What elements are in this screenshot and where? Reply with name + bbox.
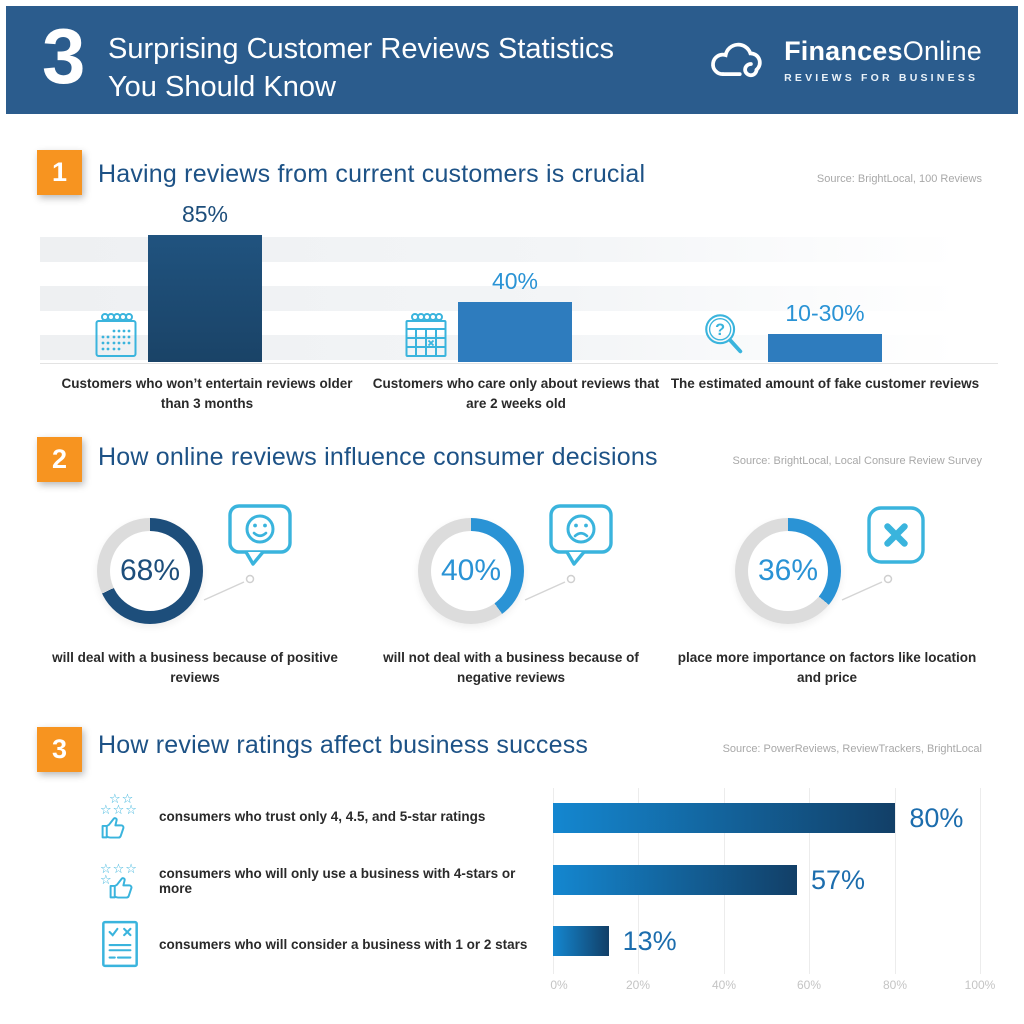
bar-value-label: 10-30%	[785, 299, 865, 326]
rating-row: ☆☆☆ ☆ consumers who will only use a busi…	[100, 853, 540, 909]
section1-number-badge: 1	[37, 150, 82, 195]
logo-brand-regular: Online	[902, 36, 982, 66]
page-title-line2: You Should Know	[108, 71, 336, 103]
section2-source: Source: BrightLocal, Local Consure Revie…	[732, 455, 982, 467]
axis-tick-label: 60%	[796, 978, 822, 992]
rating-row-label: consumers who trust only 4, 4.5, and 5-s…	[159, 808, 486, 824]
bar-value-label: 40%	[491, 268, 539, 294]
logo-text: FinancesOnline REVIEWS FOR BUSINESS	[784, 36, 982, 84]
page-title-line1: Surprising Customer Reviews Statistics	[108, 33, 615, 65]
axis-tick-label: 0%	[550, 978, 568, 992]
donut-hole: 68%	[110, 531, 190, 611]
donut-hole: 40%	[431, 531, 511, 611]
calendar-icon	[94, 312, 138, 359]
connector-line	[841, 574, 897, 602]
thumbs-up-five-stars-icon: ☆☆ ☆☆☆	[100, 790, 146, 840]
donut-chart-36: 36%	[735, 518, 841, 624]
hbar-80	[553, 803, 896, 833]
finances-online-logo: FinancesOnline REVIEWS FOR BUSINESS	[706, 36, 982, 84]
stars-row: ☆	[100, 871, 113, 887]
bar-group: 85%	[148, 200, 262, 362]
section3-title: How review ratings affect business succe…	[98, 731, 589, 759]
logo-brand: FinancesOnline	[784, 36, 982, 66]
axis-tick-label: 80%	[882, 978, 908, 992]
bar-85	[148, 234, 262, 362]
logo-brand-bold: Finances	[784, 36, 903, 66]
bar-group: 10-30%	[768, 299, 882, 362]
logo-tagline: REVIEWS FOR BUSINESS	[784, 72, 979, 84]
axis-tick-label: 20%	[625, 978, 651, 992]
rating-row: consumers who will consider a business w…	[100, 916, 540, 972]
rating-row: ☆☆ ☆☆☆ consumers who trust only 4, 4.5, …	[100, 788, 540, 844]
connector-line	[203, 574, 259, 602]
section3-number-badge: 3	[37, 727, 82, 772]
bar-40	[458, 302, 572, 362]
bar-group: 40%	[458, 268, 572, 362]
bar-10-30	[768, 333, 882, 362]
donut-chart-40: 40%	[418, 518, 524, 624]
section1-bar-chart: ? 85% 40% 10-30%	[0, 200, 1024, 364]
section2-number-badge: 2	[37, 437, 82, 482]
hbar-57	[553, 865, 797, 895]
svg-text:?: ?	[715, 321, 725, 339]
smiley-speech-bubble-icon	[227, 503, 293, 567]
axis-tick-label: 100%	[964, 978, 996, 992]
donut-percent: 68%	[119, 554, 181, 587]
thumbs-up-four-stars-icon: ☆☆☆ ☆	[100, 860, 146, 900]
gridline	[980, 788, 981, 974]
connector-line	[524, 574, 580, 602]
rating-row-label: consumers who will consider a business w…	[159, 936, 528, 952]
page-title: Surprising Customer Reviews Statistics Y…	[108, 30, 614, 106]
donut-hole: 36%	[748, 531, 828, 611]
bar-value-label: 85%	[181, 200, 229, 227]
calendar-x-icon	[404, 312, 448, 359]
bar-caption: Customers who care only about reviews th…	[372, 376, 660, 412]
donut-caption: will not deal with a business because of…	[383, 650, 639, 686]
hbar-row: 13%	[553, 926, 677, 956]
hbar-value-label: 57%	[810, 864, 865, 895]
header-banner: 3 Surprising Customer Reviews Statistics…	[6, 6, 1018, 114]
gridline	[895, 788, 896, 974]
rating-row-label: consumers who will only use a business w…	[159, 866, 516, 896]
x-square-icon	[866, 505, 926, 565]
hbar-row: 80%	[553, 803, 963, 833]
stars-row: ☆☆☆	[100, 860, 138, 876]
checklist-icon	[100, 919, 146, 969]
cloud-logo-icon	[706, 37, 770, 83]
stars-row: ☆☆	[109, 790, 135, 806]
sad-speech-bubble-icon	[548, 503, 614, 567]
donut-percent: 36%	[757, 554, 819, 587]
gridline	[809, 788, 810, 974]
hbar-row: 57%	[553, 865, 865, 895]
header-big-number: 3	[42, 12, 86, 100]
hbar-13	[553, 926, 609, 956]
hbar-value-label: 13%	[622, 925, 677, 956]
chart-baseline	[40, 363, 998, 364]
section1-title: Having reviews from current customers is…	[98, 160, 646, 188]
hbar-value-label: 80%	[909, 802, 964, 833]
magnifier-question-icon: ?	[700, 311, 748, 361]
section1-source: Source: BrightLocal, 100 Reviews	[816, 173, 982, 185]
section2-title: How online reviews influence consumer de…	[98, 443, 658, 471]
axis-tick-label: 40%	[711, 978, 737, 992]
donut-chart-68: 68%	[97, 518, 203, 624]
donut-caption: place more importance on factors like lo…	[677, 650, 977, 686]
donut-caption: will deal with a business because of pos…	[52, 650, 338, 686]
stars-row: ☆☆☆	[100, 801, 138, 817]
section3-source: Source: PowerReviews, ReviewTrackers, Br…	[722, 743, 982, 755]
bar-caption: Customers who won’t entertain reviews ol…	[61, 376, 353, 412]
donut-percent: 40%	[440, 554, 502, 587]
bar-caption: The estimated amount of fake customer re…	[670, 376, 980, 391]
section3-horizontal-bar-chart: 80% 57% 13% 0% 20% 40% 60% 80% 100%	[550, 786, 996, 998]
